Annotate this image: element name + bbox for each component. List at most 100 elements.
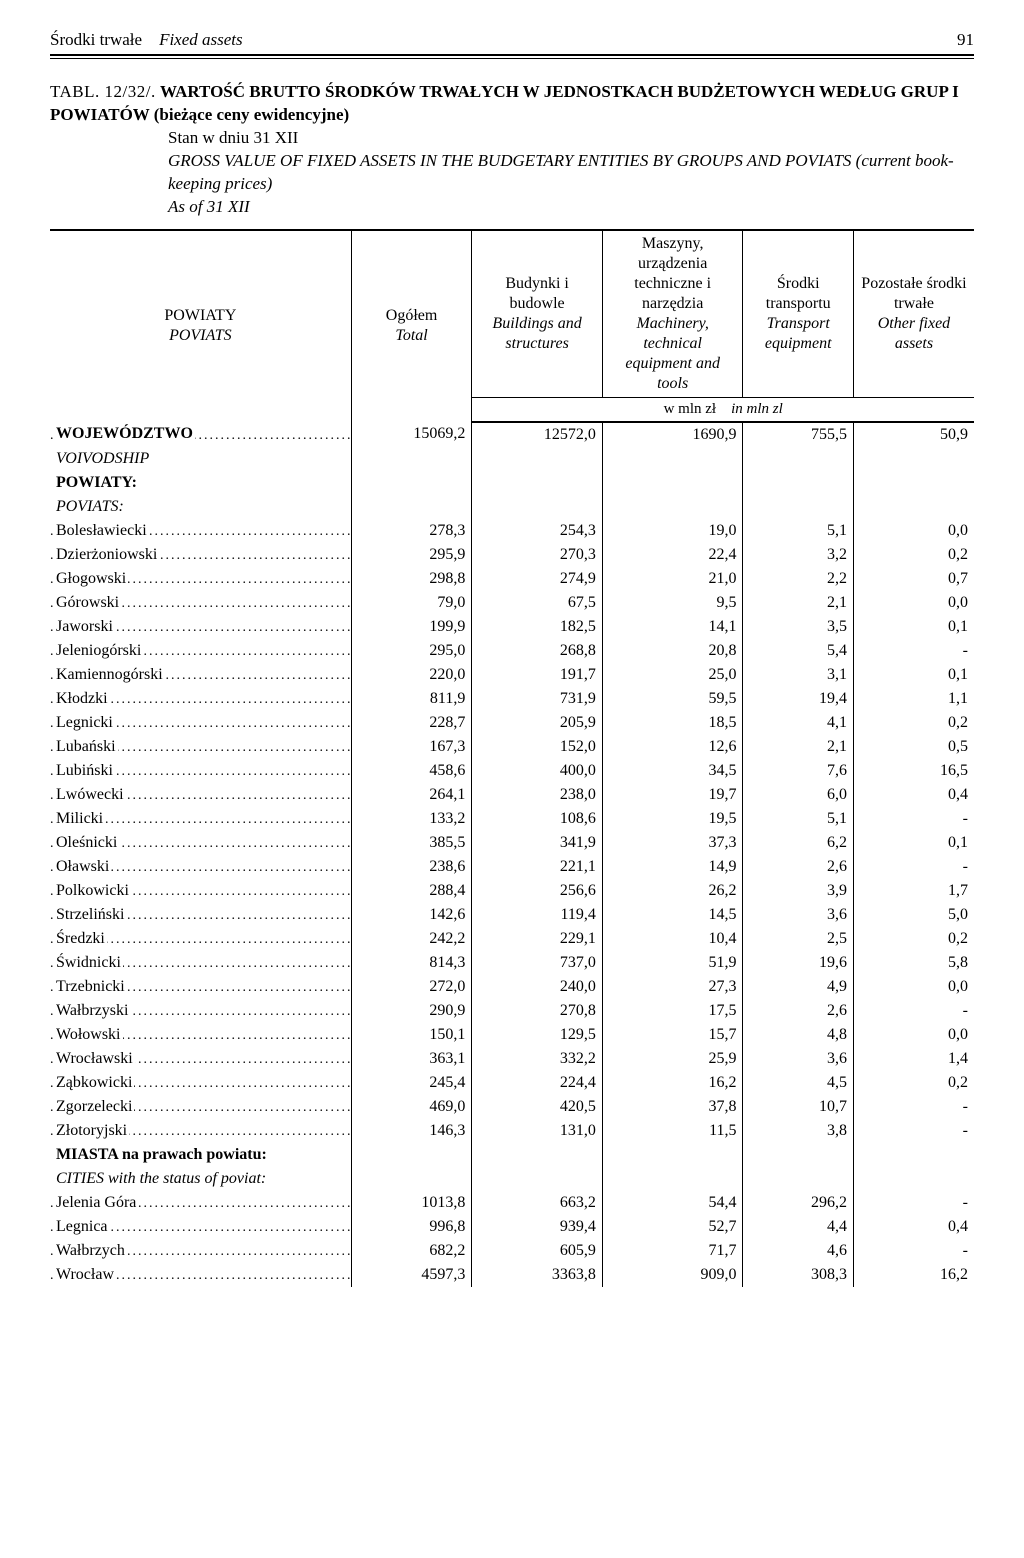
table-cell: 400,0 [472,759,603,783]
table-cell: 0,0 [853,975,974,999]
table-cell: 1013,8 [351,1191,472,1215]
section-heading: POWIATY: [50,471,351,495]
table-row: VOIVODSHIP [50,447,974,471]
table-cell: 0,4 [853,1215,974,1239]
table-row: Lubiński 458,6400,034,57,616,5 [50,759,974,783]
row-label: Strzeliński [50,903,351,927]
table-cell: 14,5 [602,903,743,927]
row-label: Świdnicki [50,951,351,975]
table-row: Średzki 242,2229,110,42,50,2 [50,927,974,951]
row-label: Jeleniogórski [50,639,351,663]
table-cell: 1690,9 [602,422,743,447]
table-cell: 17,5 [602,999,743,1023]
table-cell: 7,6 [743,759,853,783]
table-cell: 52,7 [602,1215,743,1239]
table-row: WOJEWÓDZTWO 15069,212572,01690,9755,550,… [50,422,974,447]
table-cell: 67,5 [472,591,603,615]
table-cell: 3363,8 [472,1263,603,1287]
col-total-en: Total [358,326,466,346]
table-cell: 34,5 [602,759,743,783]
table-cell: 0,2 [853,927,974,951]
table-cell: - [853,1119,974,1143]
table-row: Strzeliński 142,6119,414,53,65,0 [50,903,974,927]
row-label: Wołowski [50,1023,351,1047]
table-cell: 5,4 [743,639,853,663]
table-cell: 238,6 [351,855,472,879]
row-label: Górowski [50,591,351,615]
table-cell: 2,6 [743,855,853,879]
table-cell: 14,1 [602,615,743,639]
page-number: 91 [957,30,974,50]
table-cell: 3,9 [743,879,853,903]
table-cell: 385,5 [351,831,472,855]
table-row: Lubański 167,3152,012,62,10,5 [50,735,974,759]
row-label: Wrocław [50,1263,351,1287]
table-cell: 4,9 [743,975,853,999]
table-cell: 25,9 [602,1047,743,1071]
table-cell: 0,0 [853,591,974,615]
table-cell: 108,6 [472,807,603,831]
row-label: Oleśnicki [50,831,351,855]
table-cell: 296,2 [743,1191,853,1215]
table-row: Górowski 79,067,59,52,10,0 [50,591,974,615]
table-cell: 5,1 [743,807,853,831]
table-cell: 2,1 [743,735,853,759]
table-cell: 290,9 [351,999,472,1023]
col-machinery-header: Maszyny, urządzenia techniczne i narzędz… [602,230,743,398]
section-heading-row: CITIES with the status of poviat: [50,1167,974,1191]
table-cell: 79,0 [351,591,472,615]
section-heading-row: POVIATS: [50,495,974,519]
row-label: Lubański [50,735,351,759]
rule-thin [50,58,974,59]
col-other-header: Pozostałe środki trwałe Other fixed asse… [853,230,974,398]
table-row: Legnicki 228,7205,918,54,10,2 [50,711,974,735]
row-label: Zgorzelecki [50,1095,351,1119]
col-other-en: Other fixed assets [860,314,968,354]
table-cell: 229,1 [472,927,603,951]
section-heading-row: MIASTA na prawach powiatu: [50,1143,974,1167]
table-cell: 22,4 [602,543,743,567]
table-cell: 996,8 [351,1215,472,1239]
table-row: Wrocławski 363,1332,225,93,61,4 [50,1047,974,1071]
table-cell: 25,0 [602,663,743,687]
table-cell: - [853,639,974,663]
table-cell: 131,0 [472,1119,603,1143]
table-cell: 3,2 [743,543,853,567]
table-cell: 191,7 [472,663,603,687]
table-cell: 10,7 [743,1095,853,1119]
table-cell: 909,0 [602,1263,743,1287]
table-row: Oławski 238,6221,114,92,6- [50,855,974,879]
table-cell: 0,1 [853,831,974,855]
table-cell: - [853,999,974,1023]
table-cell: 6,2 [743,831,853,855]
table-cell: 4,8 [743,1023,853,1047]
table-row: Jelenia Góra 1013,8663,254,4296,2- [50,1191,974,1215]
table-cell: 71,7 [602,1239,743,1263]
row-label: Lwówecki [50,783,351,807]
table-cell: 59,5 [602,687,743,711]
table-cell: 0,0 [853,1023,974,1047]
table-cell: 15,7 [602,1023,743,1047]
table-body: WOJEWÓDZTWO 15069,212572,01690,9755,550,… [50,422,974,1287]
table-cell: 254,3 [472,519,603,543]
table-cell: 152,0 [472,735,603,759]
table-cell: 182,5 [472,615,603,639]
table-cell: 278,3 [351,519,472,543]
table-cell: 270,3 [472,543,603,567]
table-cell: - [853,1095,974,1119]
table-cell: 268,8 [472,639,603,663]
table-cell: 0,2 [853,543,974,567]
col-transport-pl: Środki transportu [749,274,846,314]
table-cell: 939,4 [472,1215,603,1239]
section-heading-en: CITIES with the status of poviat: [50,1167,351,1191]
table-cell: 0,7 [853,567,974,591]
running-head-left: Środki trwałe Fixed assets [50,30,243,50]
table-cell: - [853,855,974,879]
table-cell: 37,3 [602,831,743,855]
table-row: Polkowicki 288,4256,626,23,91,7 [50,879,974,903]
row-label: Wałbrzyski [50,999,351,1023]
table-cell: 3,6 [743,903,853,927]
table-cell: 19,6 [743,951,853,975]
table-cell: 814,3 [351,951,472,975]
table-cell: 458,6 [351,759,472,783]
